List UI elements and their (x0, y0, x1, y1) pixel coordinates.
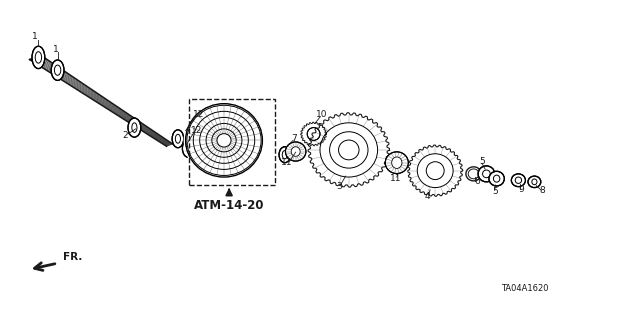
Text: 5: 5 (479, 157, 484, 166)
Text: 6: 6 (475, 177, 480, 186)
Ellipse shape (172, 130, 184, 148)
Text: 5: 5 (493, 187, 498, 196)
Text: ATM-14-20: ATM-14-20 (194, 199, 264, 212)
Text: 11: 11 (281, 158, 292, 167)
Ellipse shape (489, 171, 504, 186)
Text: 3: 3 (337, 182, 342, 191)
Text: 8: 8 (540, 186, 545, 195)
Text: 1: 1 (33, 32, 38, 41)
Polygon shape (301, 122, 326, 146)
Ellipse shape (285, 142, 306, 161)
Ellipse shape (279, 147, 291, 163)
Text: 2: 2 (122, 131, 127, 140)
Text: 4: 4 (424, 192, 429, 201)
Polygon shape (308, 113, 390, 187)
Ellipse shape (478, 166, 495, 182)
Ellipse shape (128, 118, 141, 137)
Ellipse shape (51, 60, 64, 80)
Ellipse shape (385, 152, 408, 174)
Text: FR.: FR. (63, 252, 82, 262)
Ellipse shape (184, 102, 264, 179)
Text: TA04A1620: TA04A1620 (501, 284, 548, 293)
Ellipse shape (528, 176, 541, 188)
Text: 12: 12 (191, 126, 203, 135)
Text: 9: 9 (519, 185, 524, 194)
Text: 10: 10 (316, 110, 327, 119)
Text: 12: 12 (193, 110, 204, 119)
Ellipse shape (307, 128, 320, 140)
Text: 11: 11 (390, 174, 401, 183)
Ellipse shape (182, 139, 194, 157)
Text: 1: 1 (53, 45, 58, 54)
Polygon shape (408, 145, 463, 196)
Text: 7: 7 (292, 134, 297, 143)
Ellipse shape (511, 174, 525, 187)
Ellipse shape (32, 46, 45, 69)
